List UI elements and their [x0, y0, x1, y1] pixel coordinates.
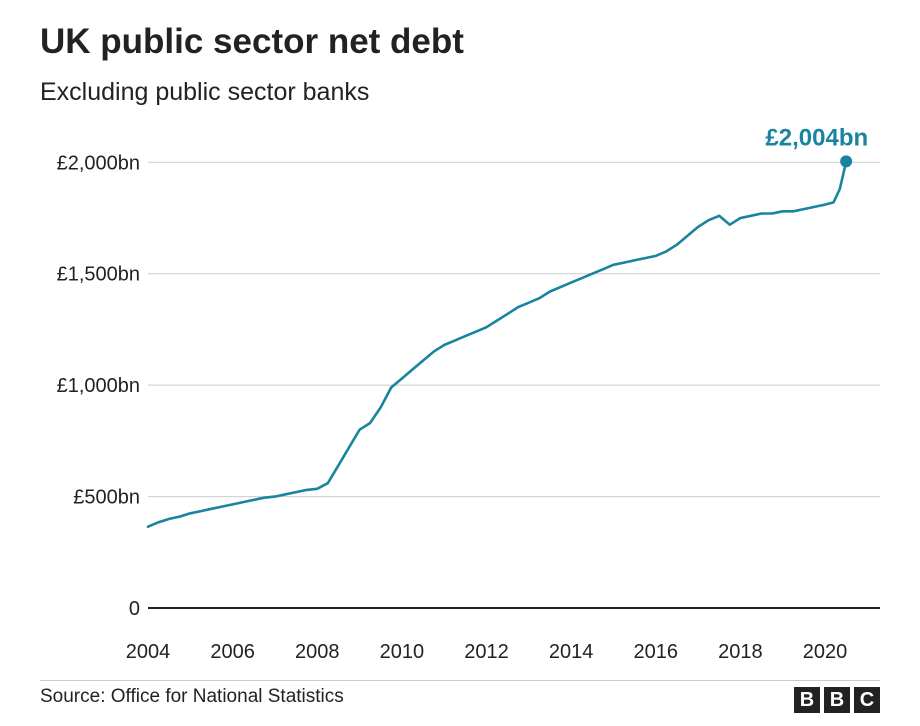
x-tick-label: 2014	[549, 641, 594, 663]
bbc-logo-letter: B	[794, 687, 820, 713]
bbc-logo-letter: C	[854, 687, 880, 713]
series-layer	[146, 160, 848, 529]
x-axis-tick-labels: 2004 2006 2008 2010 2012 2014 2016 2018 2020	[126, 641, 847, 663]
x-tick-label: 2012	[464, 641, 509, 663]
y-tick-label: £2,000bn	[57, 152, 140, 174]
chart-title: UK public sector net debt	[40, 22, 464, 61]
latest-value-label: £2,004bn	[765, 124, 868, 151]
annotation-layer: £2,004bn	[765, 124, 868, 168]
x-tick-label: 2004	[126, 641, 171, 663]
chart-subtitle: Excluding public sector banks	[40, 78, 370, 106]
y-axis-tick-labels: 0 £500bn £1,000bn £1,500bn £2,000bn	[57, 152, 140, 620]
y-tick-label: £500bn	[73, 487, 140, 509]
x-tick-label: 2008	[295, 641, 340, 663]
y-tick-label: 0	[129, 598, 140, 620]
x-tick-label: 2018	[718, 641, 763, 663]
footer-divider	[40, 680, 880, 681]
x-tick-label: 2016	[633, 641, 678, 663]
latest-value-marker	[840, 155, 853, 168]
series-line	[146, 160, 848, 529]
y-tick-label: £1,500bn	[57, 264, 140, 286]
x-tick-label: 2020	[803, 641, 848, 663]
line-chart: 0 £500bn £1,000bn £1,500bn £2,000bn 2004 2006…	[57, 124, 880, 663]
bbc-logo-letter: B	[824, 687, 850, 713]
x-tick-label: 2006	[210, 641, 255, 663]
gridlines	[148, 161, 880, 609]
bbc-logo: B B C	[794, 687, 880, 713]
y-tick-label: £1,000bn	[57, 375, 140, 397]
source-note: Source: Office for National Statistics	[40, 686, 344, 707]
x-tick-label: 2010	[380, 641, 425, 663]
